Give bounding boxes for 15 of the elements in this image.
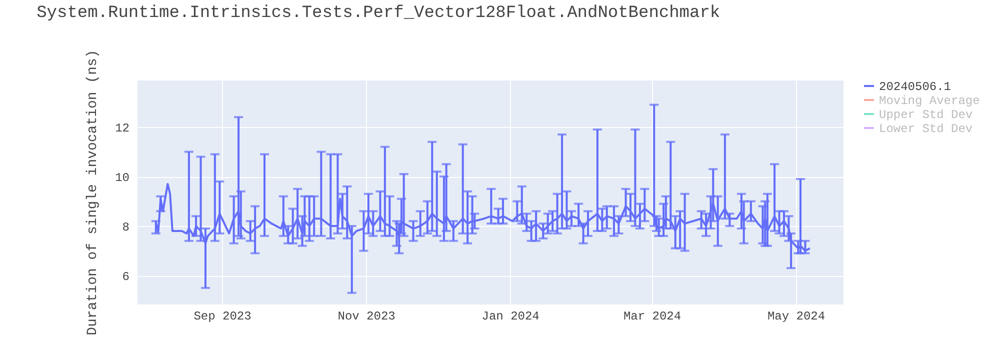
y-tick-label: 12 — [115, 122, 130, 136]
legend-label: Upper Std Dev — [879, 108, 973, 122]
legend-label: 20240506.1 — [879, 80, 952, 94]
legend-label: Moving Average — [879, 94, 980, 108]
chart-title: System.Runtime.Intrinsics.Tests.Perf_Vector128Float.AndNotBenchmark — [36, 4, 720, 24]
x-tick-label: Nov 2023 — [338, 310, 396, 324]
x-tick-label: May 2024 — [767, 310, 826, 324]
x-tick-label: Mar 2024 — [623, 310, 682, 324]
y-tick-label: 6 — [122, 270, 130, 284]
x-tick-label: Sep 2023 — [194, 310, 252, 324]
y-axis-title: Duration of single invocation (ns) — [85, 50, 102, 336]
x-tick-label: Jan 2024 — [482, 310, 540, 324]
y-tick-label: 8 — [122, 220, 130, 235]
y-tick-label: 10 — [115, 171, 130, 186]
legend-label: Lower Std Dev — [879, 122, 973, 136]
